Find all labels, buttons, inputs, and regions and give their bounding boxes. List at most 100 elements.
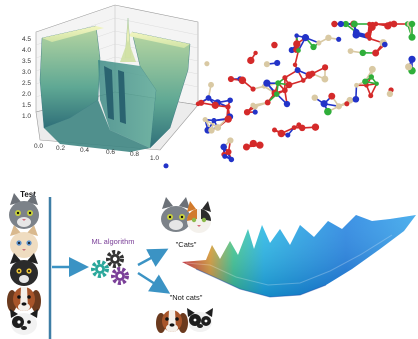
atom <box>320 100 328 108</box>
atom <box>351 20 358 28</box>
atom <box>263 61 270 68</box>
atom <box>381 41 388 48</box>
molecule-atoms <box>163 20 416 169</box>
atom <box>321 64 329 71</box>
atom <box>347 48 354 54</box>
z-tick-label: 1.5 <box>22 102 31 109</box>
atom <box>328 92 336 100</box>
x-tick-label: 0.8 <box>130 151 139 158</box>
atom <box>384 22 392 30</box>
atom <box>408 33 416 41</box>
atom <box>283 100 291 108</box>
x-tick-label: 1.0 <box>150 155 159 162</box>
z-tick-label: 3.5 <box>22 58 31 65</box>
atom <box>335 103 342 110</box>
atom <box>163 163 169 169</box>
atom <box>222 153 228 159</box>
atom <box>337 20 344 28</box>
not-cats-group <box>156 308 213 333</box>
beagle-dog-face-icon <box>156 310 188 333</box>
atom <box>225 104 231 110</box>
ml-algorithm-label: ML algorithm <box>91 237 134 246</box>
atom <box>263 79 271 87</box>
atom <box>204 61 210 67</box>
atom <box>228 156 235 163</box>
surface-mesh <box>39 17 191 152</box>
cats-group <box>161 197 212 233</box>
atom <box>354 82 359 88</box>
atom <box>220 143 227 151</box>
black-cat-face-icon <box>10 253 38 286</box>
atom <box>300 78 306 83</box>
atom <box>224 116 230 121</box>
atom <box>386 90 394 97</box>
atom <box>274 59 281 67</box>
atom <box>214 124 222 131</box>
atom <box>301 34 310 42</box>
not-cats-label: "Not cats" <box>170 293 203 302</box>
atom <box>285 132 291 138</box>
surface-plot: 4.5 4.0 3.5 3.0 2.5 2.0 1.5 1.0 0.0 0.2 … <box>22 4 199 162</box>
atom <box>352 95 360 103</box>
atom <box>249 139 257 148</box>
loss-landscape <box>182 215 416 298</box>
atom <box>324 107 332 116</box>
atom <box>273 91 280 97</box>
test-images <box>7 193 41 335</box>
atom <box>291 125 297 131</box>
atom <box>342 20 349 28</box>
atom <box>285 81 293 89</box>
atom <box>208 127 215 134</box>
atom <box>205 95 212 101</box>
atom <box>364 32 372 39</box>
atom <box>211 118 217 124</box>
atom <box>277 129 286 138</box>
atom <box>367 21 372 27</box>
purple-gear-icon <box>111 267 129 285</box>
atom <box>294 67 301 74</box>
atom <box>311 94 318 101</box>
atom <box>243 108 251 116</box>
atom <box>309 70 316 77</box>
atom <box>296 122 302 128</box>
atom <box>282 75 288 81</box>
atom <box>225 148 232 155</box>
atom <box>359 49 367 57</box>
test-label: Test <box>20 190 36 199</box>
atom <box>408 55 416 63</box>
atom <box>252 104 258 110</box>
beagle-dog-face-icon <box>7 287 41 312</box>
grey-cat-face-icon <box>9 193 39 229</box>
not-cats-arrow <box>137 271 171 294</box>
atom <box>331 20 338 28</box>
z-tick-label: 2.5 <box>22 80 31 87</box>
atom <box>296 48 301 53</box>
z-tick-label: 4.0 <box>22 47 31 54</box>
dark-gear-icon <box>106 250 124 268</box>
atom <box>202 117 208 123</box>
atom <box>281 87 288 94</box>
atom <box>264 99 271 106</box>
atom <box>316 40 322 46</box>
atom <box>271 127 278 133</box>
atom <box>310 43 317 51</box>
atom <box>227 75 235 83</box>
atom <box>344 101 350 107</box>
atom <box>352 28 360 36</box>
atom <box>368 65 376 73</box>
atom <box>227 137 234 144</box>
calico-cat-face-icon <box>186 201 212 233</box>
atom <box>294 33 299 38</box>
ml-diagram: Test <box>7 190 416 339</box>
atom <box>211 101 219 109</box>
teal-gear-icon <box>91 260 109 278</box>
atom <box>321 75 329 83</box>
atom <box>252 109 258 115</box>
bulldog-face-icon <box>187 308 213 332</box>
atom <box>325 34 332 42</box>
atom <box>242 143 250 151</box>
atom <box>368 74 375 80</box>
gears <box>91 250 129 285</box>
atom <box>390 20 398 28</box>
x-axis: 0.0 0.2 0.4 0.6 0.8 1.0 <box>34 143 159 162</box>
